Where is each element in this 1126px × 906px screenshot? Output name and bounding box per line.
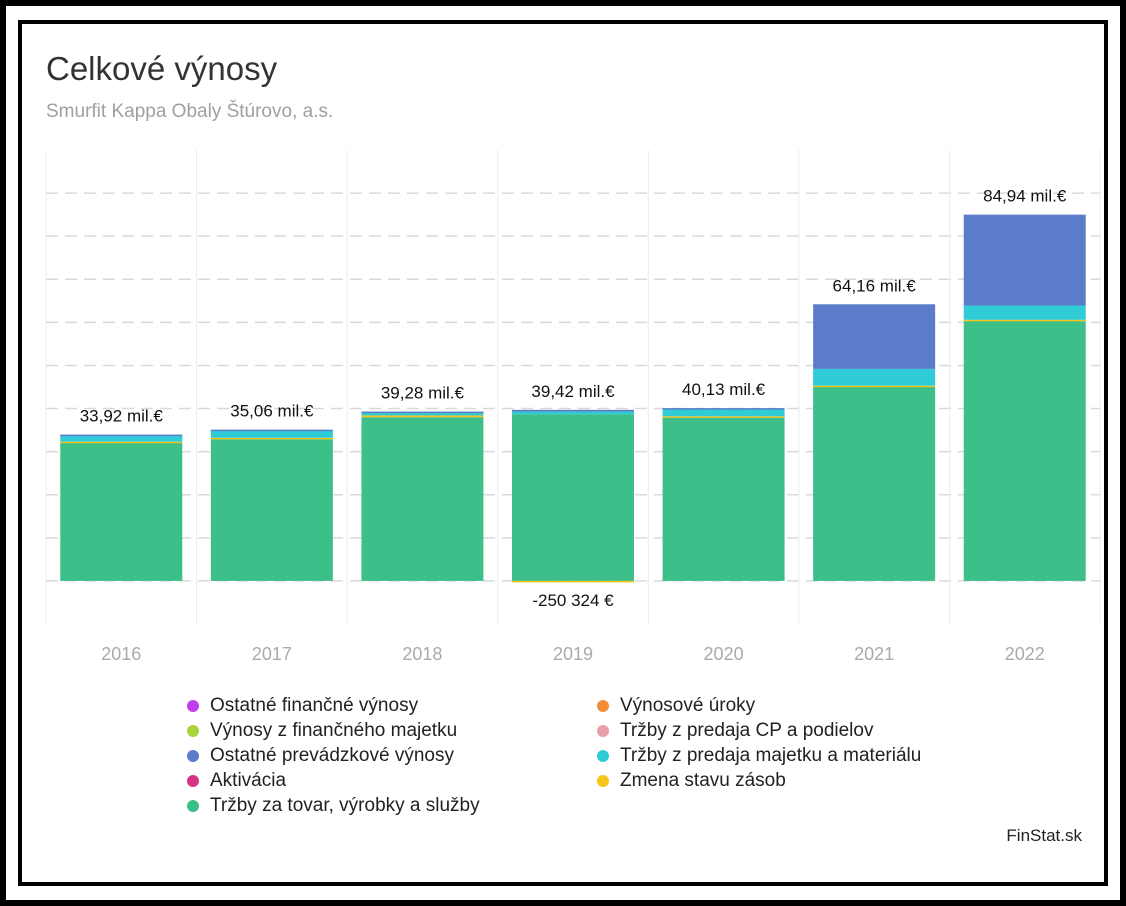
x-tick-label: 2022 <box>1005 644 1045 664</box>
bar-segment <box>60 434 183 442</box>
legend-label: Výnosové úroky <box>620 694 756 716</box>
legend-marker <box>187 799 199 812</box>
bar-segment <box>512 580 634 583</box>
legend-item: Tržby z predaja majetku a materiálu <box>597 744 1007 767</box>
legend-item: Výnosy z finančného majetku <box>187 719 597 742</box>
bar-segment <box>813 304 936 369</box>
legend-marker <box>187 699 199 712</box>
legend-marker <box>187 774 199 787</box>
bar-segment <box>210 439 333 581</box>
bar-segment <box>512 409 634 412</box>
legend-label: Výnosy z finančného majetku <box>210 719 458 741</box>
legend-item: Výnosové úroky <box>597 694 1007 717</box>
legend-label: Tržby z predaja CP a podielov <box>620 719 874 741</box>
x-tick-label: 2016 <box>101 644 141 664</box>
total-label: 35,06 mil.€ <box>230 402 314 421</box>
x-tick-label: 2019 <box>553 644 593 664</box>
bar-segment <box>361 411 484 416</box>
bar-segment <box>662 408 785 417</box>
bar-segment <box>813 368 936 386</box>
legend-label: Ostatné prevádzkové výnosy <box>210 744 454 766</box>
bar-segment <box>512 411 634 415</box>
bar-segment <box>60 442 183 581</box>
bar-segment <box>963 305 1086 320</box>
legend-marker <box>597 774 609 787</box>
bar-segment <box>361 415 484 418</box>
legend-marker <box>597 724 609 737</box>
legend-label: Tržby z predaja majetku a materiálu <box>620 744 922 766</box>
legend-label: Ostatné finančné výnosy <box>210 694 419 716</box>
legend-marker <box>187 724 199 737</box>
bar-segment <box>60 441 183 444</box>
bar-segment <box>813 385 936 388</box>
total-label: 33,92 mil.€ <box>80 407 164 426</box>
legend-item: Aktivácia <box>187 769 597 792</box>
chart-title: Celkové výnosy <box>46 50 278 87</box>
chart-subtitle: Smurfit Kappa Obaly Štúrovo, a.s. <box>46 101 334 122</box>
legend-item: Tržby z predaja CP a podielov <box>597 719 1007 742</box>
x-tick-label: 2021 <box>854 644 894 664</box>
legend-label: Zmena stavu zásob <box>620 769 786 791</box>
negative-label: -250 324 € <box>532 591 614 610</box>
legend-item <box>597 794 1007 817</box>
stacked-bar-chart: 33,92 mil.€ 2016 35,06 mil.€ 2017 39,28 mil.… <box>45 150 1101 664</box>
bar-segment <box>60 434 183 437</box>
legend-label: Tržby za tovar, výrobky a služby <box>210 794 480 816</box>
legend-item: Zmena stavu zásob <box>597 769 1007 792</box>
x-tick-label: 2020 <box>704 644 744 664</box>
total-label: 39,28 mil.€ <box>381 384 465 403</box>
x-tick-label: 2017 <box>252 644 292 664</box>
bar-segment <box>361 417 484 581</box>
legend-marker <box>187 749 199 762</box>
page-frame: Celkové výnosy Smurfit Kappa Obaly Štúro… <box>6 6 1120 900</box>
bar-segment <box>963 321 1086 581</box>
bar-segment <box>662 408 785 410</box>
total-label: 84,94 mil.€ <box>983 187 1067 206</box>
x-tick-label: 2018 <box>402 644 442 664</box>
bar-segment <box>963 214 1086 306</box>
total-label: 40,13 mil.€ <box>682 380 766 399</box>
legend-item: Ostatné finančné výnosy <box>187 694 597 717</box>
bar-segment <box>361 411 484 414</box>
chart-legend: Ostatné finančné výnosy Výnosové úroky Výn… <box>187 694 1007 817</box>
legend-item: Ostatné prevádzkové výnosy <box>187 744 597 767</box>
bar-segment <box>210 429 333 432</box>
legend-marker <box>597 749 609 762</box>
bar-segment <box>662 416 785 418</box>
bar-segment <box>813 387 936 581</box>
bar-segment <box>210 430 333 438</box>
bar-segment <box>963 319 1086 322</box>
bar-segment <box>512 414 634 581</box>
legend-label: Aktivácia <box>210 769 287 791</box>
total-label: 64,16 mil.€ <box>833 276 917 295</box>
bar-segment <box>662 416 785 581</box>
chart-card: Celkové výnosy Smurfit Kappa Obaly Štúro… <box>18 20 1108 886</box>
legend-marker <box>597 699 609 712</box>
brand-label: FinStat.sk <box>1006 826 1082 845</box>
total-label: 39,42 mil.€ <box>531 382 615 401</box>
bar-segment <box>210 437 333 440</box>
legend-item: Tržby za tovar, výrobky a služby <box>187 794 597 817</box>
